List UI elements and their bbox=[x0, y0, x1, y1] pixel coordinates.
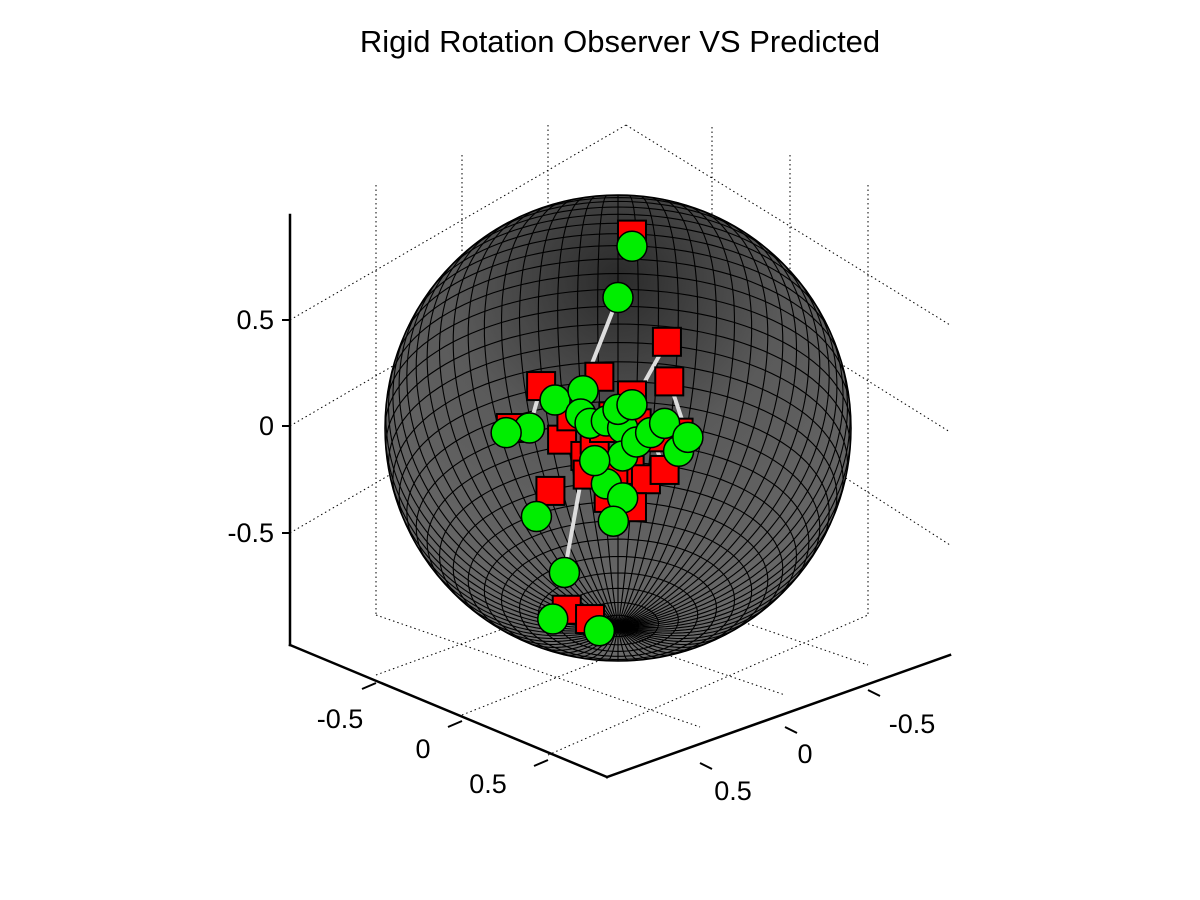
sphere-longitude-line bbox=[438, 230, 619, 628]
observed-marker bbox=[672, 421, 704, 454]
sphere-longitude-line bbox=[396, 502, 619, 629]
sphere-longitude-line bbox=[617, 215, 769, 628]
y-tick-label: 0.5 bbox=[714, 776, 752, 806]
tick-labels: 0.5 0 -0.5 -0.5 0 0.5 -0.5 0 0.5 bbox=[227, 305, 935, 806]
grid-line bbox=[625, 124, 951, 326]
chart-title: Rigid Rotation Observer VS Predicted bbox=[359, 24, 881, 59]
z-tick-label: 0.5 bbox=[236, 305, 274, 335]
predicted-marker bbox=[651, 326, 682, 357]
sphere-longitude-line bbox=[617, 626, 661, 658]
observed-marker bbox=[520, 500, 553, 533]
markers bbox=[490, 219, 704, 647]
sphere-longitude-line bbox=[617, 626, 711, 648]
sphere-longitude-line bbox=[576, 195, 619, 627]
observed-marker bbox=[539, 384, 571, 416]
sphere-longitude-line bbox=[617, 626, 725, 646]
x-tick-label: -0.5 bbox=[317, 704, 364, 734]
y-tick bbox=[867, 689, 881, 697]
sphere-longitude-line bbox=[617, 472, 848, 628]
x-tick bbox=[533, 759, 549, 767]
x-tick-label: 0 bbox=[415, 734, 430, 764]
axes bbox=[282, 213, 952, 779]
observed-marker bbox=[616, 230, 648, 263]
sphere-longitude-line bbox=[617, 324, 844, 628]
y-axis bbox=[605, 653, 952, 779]
sphere-longitude-line bbox=[415, 257, 619, 628]
sphere-longitude-line bbox=[617, 297, 838, 628]
observed-marker bbox=[490, 416, 522, 449]
sphere-longitude-line bbox=[607, 626, 619, 662]
predicted-marker bbox=[535, 475, 566, 506]
sphere-longitude-line bbox=[617, 626, 650, 660]
grid-line bbox=[461, 584, 786, 696]
y-tick bbox=[784, 726, 798, 734]
x-tick-label: 0.5 bbox=[469, 769, 507, 799]
y-tick bbox=[699, 762, 713, 770]
z-tick-label: -0.5 bbox=[227, 518, 274, 548]
observed-marker bbox=[537, 603, 569, 635]
sphere-longitude-line bbox=[617, 626, 738, 643]
z-tick-label: 0 bbox=[259, 411, 274, 441]
sphere-longitude-line bbox=[617, 194, 639, 627]
y-tick-label: -0.5 bbox=[889, 709, 936, 739]
observed-marker bbox=[602, 281, 634, 314]
sphere-longitude-line bbox=[617, 626, 674, 656]
observed-marker bbox=[597, 505, 630, 537]
observed-marker bbox=[648, 407, 681, 440]
x-axis bbox=[288, 643, 609, 779]
sphere-longitude-line bbox=[617, 563, 809, 632]
x-tick bbox=[361, 682, 377, 690]
sphere-longitude-line bbox=[617, 359, 849, 628]
observed-marker bbox=[583, 614, 616, 647]
sphere-longitude-line bbox=[557, 196, 619, 627]
sphere-longitude-line bbox=[617, 230, 798, 628]
sphere-longitude-line bbox=[617, 502, 840, 629]
sphere-longitude-line bbox=[617, 273, 830, 628]
sphere-longitude-line bbox=[617, 615, 756, 640]
sphere-longitude-line bbox=[426, 242, 619, 628]
observed-marker bbox=[548, 556, 581, 589]
sphere-longitude-line bbox=[617, 198, 699, 627]
sphere-longitude-line bbox=[617, 586, 790, 634]
sphere-longitude-line bbox=[617, 389, 851, 628]
sphere-longitude-line bbox=[617, 204, 736, 628]
grid-line bbox=[289, 124, 627, 321]
observed-marker bbox=[616, 388, 648, 421]
sphere-longitude-line bbox=[398, 297, 619, 628]
x-tick bbox=[447, 720, 463, 728]
sphere-longitude-line bbox=[406, 273, 619, 628]
grid-line bbox=[375, 614, 701, 728]
sphere-longitude-line bbox=[617, 201, 718, 627]
sphere-longitude-line bbox=[617, 626, 629, 662]
sphere-longitude-line bbox=[617, 222, 784, 628]
y-tick-label: 0 bbox=[797, 739, 812, 769]
sphere-longitude-line bbox=[617, 257, 821, 628]
sphere-longitude-line bbox=[597, 626, 619, 661]
predicted-marker bbox=[654, 366, 685, 397]
sphere-longitude-line bbox=[617, 601, 773, 637]
sphere-longitude-line bbox=[617, 537, 825, 630]
sphere-longitude-line bbox=[617, 427, 852, 628]
sphere-longitude-line bbox=[617, 242, 810, 628]
sphere-longitude-line bbox=[617, 626, 639, 661]
observed-marker bbox=[578, 444, 611, 477]
sphere-longitude-line bbox=[617, 626, 697, 651]
sphere-longitude-line bbox=[617, 626, 684, 654]
sphere-longitude-line bbox=[617, 209, 753, 628]
